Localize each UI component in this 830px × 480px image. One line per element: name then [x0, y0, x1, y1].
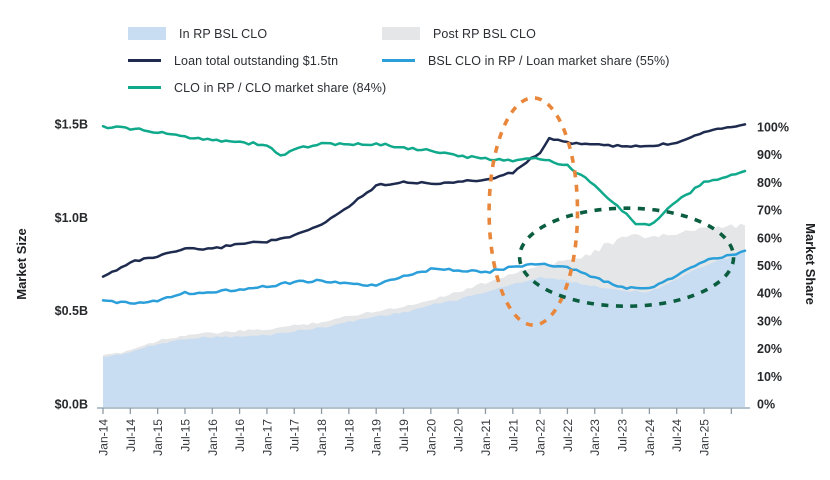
left-axis-tick-label: $0.5B [55, 304, 88, 318]
annotation-ellipse-green [517, 206, 736, 309]
legend-label: In RP BSL CLO [179, 26, 268, 41]
right-axis-tick-label: 70% [757, 204, 782, 218]
x-axis-label: Jul-20 [452, 419, 466, 452]
legend-item-loan-total-outstanding: Loan total outstanding $1.5tn [128, 47, 386, 74]
line-loan-total-outstanding [101, 123, 747, 278]
legend-swatch-bsl-clo-in-rp-share [382, 59, 415, 62]
x-axis-label: Jan-21 [479, 419, 493, 456]
right-axis-tick-label: 50% [757, 259, 782, 273]
line-bsl-clo-in-rp-loan-share [101, 249, 747, 305]
annotation-group [487, 96, 736, 327]
right-axis-tick-label: 90% [757, 148, 782, 162]
x-axis-label: Jan-24 [643, 419, 657, 456]
area-in-rp-bsl-clo [103, 251, 745, 407]
x-axis-label: Jan-15 [151, 419, 165, 456]
x-axis-label: Jul-21 [506, 419, 520, 452]
right-axis-tick-label: 100% [757, 121, 789, 135]
legend-column-2: Post RP BSL CLO BSL CLO in RP / Loan mar… [382, 20, 670, 74]
legend-label: Loan total outstanding $1.5tn [174, 53, 339, 68]
x-axis-label: Jul-17 [288, 419, 302, 452]
x-axis-label: Jul-22 [561, 419, 575, 452]
legend-label: Post RP BSL CLO [433, 26, 536, 41]
x-axis-label: Jan-19 [370, 419, 384, 456]
left-axis-tick-label: $1.5B [55, 117, 88, 131]
x-axis-label: Jan-23 [588, 419, 602, 456]
legend-swatch-in-rp-bsl-clo [128, 27, 166, 40]
right-axis-tick-label: 80% [757, 176, 782, 190]
area-series-group [103, 223, 745, 407]
left-axis-tick-label: $0.0B [55, 398, 88, 412]
line-clo-in-rp-clo-share [101, 124, 747, 227]
right-axis-title: Market Share [803, 223, 818, 305]
annotation-ellipse-orange [487, 96, 580, 327]
chart-legend: In RP BSL CLO Loan total outstanding $1.… [0, 20, 830, 110]
legend-label: BSL CLO in RP / Loan market share (55%) [428, 53, 670, 68]
x-axis-label: Jan-25 [698, 419, 712, 456]
x-axis-label: Jul-14 [124, 419, 138, 452]
legend-swatch-post-rp-bsl-clo [382, 27, 420, 40]
legend-swatch-clo-in-rp-share [128, 86, 161, 89]
x-axis-label: Jan-22 [534, 419, 548, 456]
right-axis-tick-label: 0% [757, 398, 775, 412]
line-series-group [101, 123, 747, 305]
x-axis-label: Jan-14 [97, 419, 111, 456]
right-axis-tick-label: 10% [757, 370, 782, 384]
left-axis-tick-label: $1.0B [55, 211, 88, 225]
right-axis-tick-label: 30% [757, 314, 782, 328]
legend-item-in-rp-bsl-clo: In RP BSL CLO [128, 20, 386, 47]
x-axis-label: Jan-16 [206, 419, 220, 456]
axes-group: Jan-14 Jul-14 Jan-15 Jul-15 Jan-16 Jul-16 Jan-… [55, 117, 789, 455]
x-axis-label: Jan-17 [260, 419, 274, 456]
x-axis-label: Jul-24 [670, 419, 684, 452]
x-axis-label: Jul-16 [233, 419, 247, 452]
legend-item-post-rp-bsl-clo: Post RP BSL CLO [382, 20, 670, 47]
x-axis-label: Jul-23 [616, 419, 630, 452]
x-axis-label: Jan-20 [424, 419, 438, 456]
legend-swatch-loan-total-outstanding [128, 59, 161, 62]
legend-item-bsl-clo-in-rp-share: BSL CLO in RP / Loan market share (55%) [382, 47, 670, 74]
legend-column-1: In RP BSL CLO Loan total outstanding $1.… [128, 20, 386, 101]
right-axis-tick-label: 60% [757, 231, 782, 245]
legend-item-clo-in-rp-share: CLO in RP / CLO market share (84%) [128, 74, 386, 101]
right-axis-tick-label: 40% [757, 287, 782, 301]
legend-label: CLO in RP / CLO market share (84%) [174, 80, 387, 95]
x-axis-label: Jul-18 [342, 419, 356, 452]
x-axis-label: Jul-19 [397, 419, 411, 452]
left-axis-title: Market Size [14, 228, 29, 300]
right-axis-tick-label: 20% [757, 342, 782, 356]
x-axis-label: Jul-15 [178, 419, 192, 452]
x-axis-label: Jan-18 [315, 419, 329, 456]
